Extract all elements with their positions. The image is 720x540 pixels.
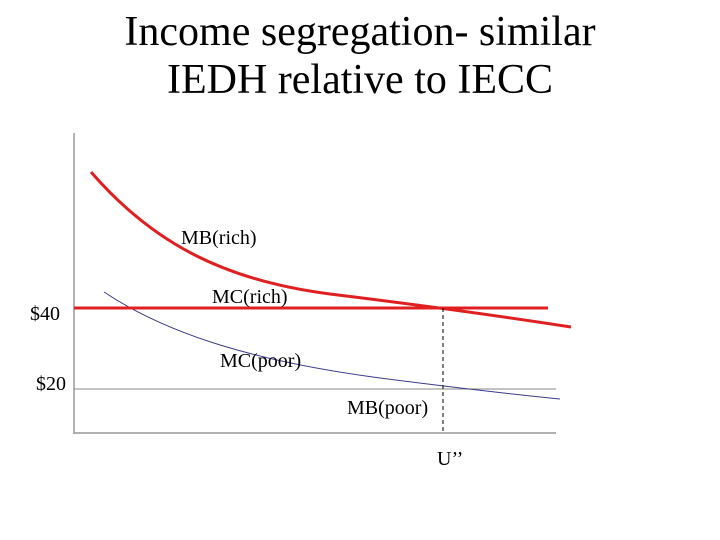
- quantity-label-u-double-prime: U’’: [437, 448, 463, 470]
- mb-rich-label: MB(rich): [181, 227, 257, 249]
- title-line-2: IEDH relative to IECC: [166, 57, 554, 103]
- mc-poor-label: MC(poor): [220, 350, 301, 372]
- price-label-20: $20: [36, 373, 66, 395]
- price-label-40: $40: [30, 303, 60, 325]
- mc-poor-curve: [103, 291, 561, 400]
- title-line-1: Income segregation- similar: [124, 9, 596, 55]
- mb-poor-label: MB(poor): [347, 397, 428, 419]
- mb-rich-curve: [89, 171, 572, 329]
- slide-title: Income segregation- similar IEDH relativ…: [0, 8, 720, 104]
- mc-rich-label: MC(rich): [212, 286, 288, 308]
